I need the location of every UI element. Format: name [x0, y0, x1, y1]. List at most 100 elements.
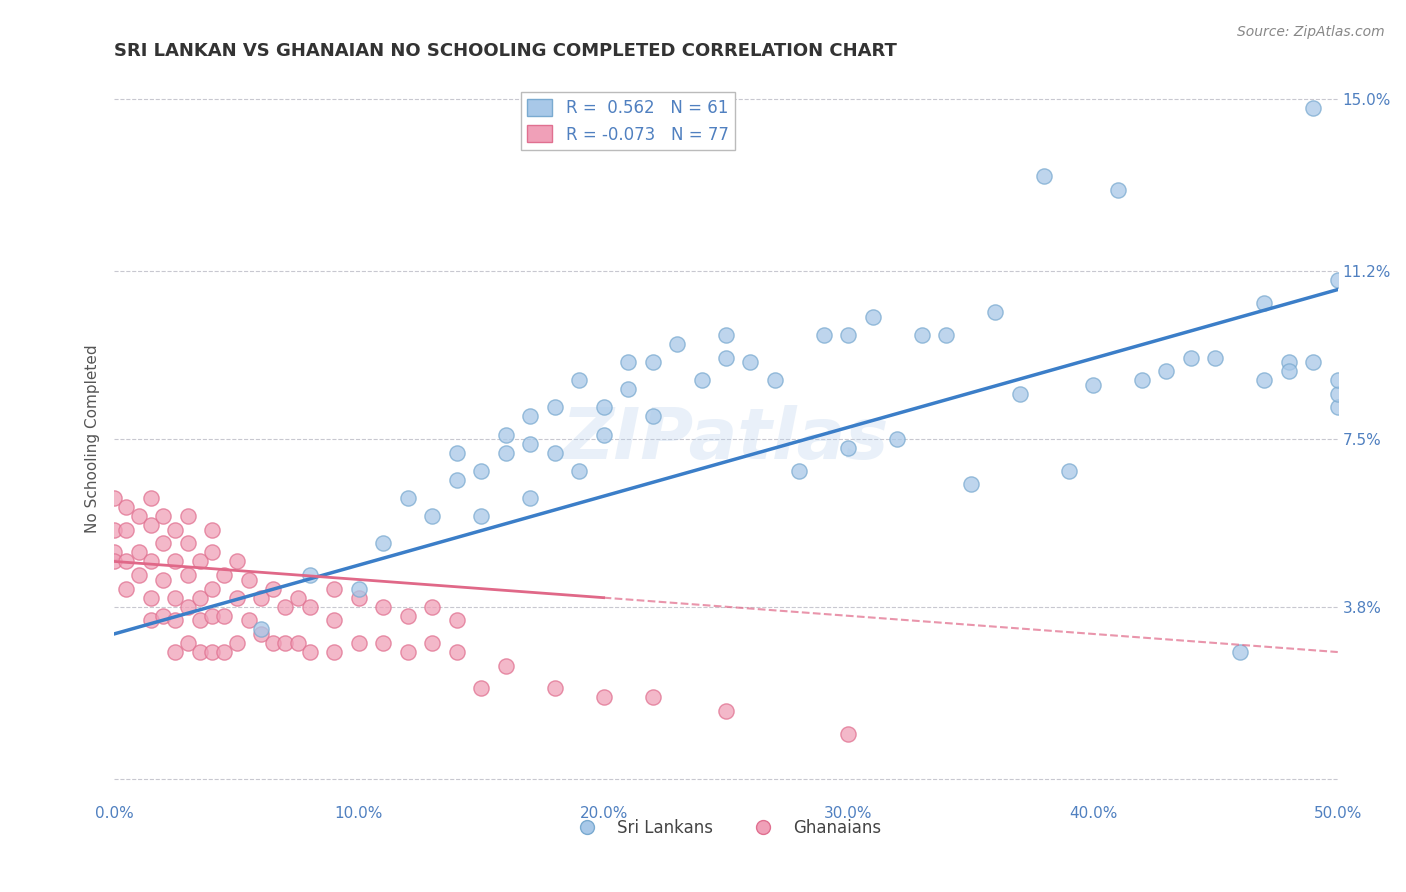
Point: [1008, 386, 1031, 401]
Point: [287, 591, 309, 605]
Point: [274, 636, 297, 650]
Point: [201, 608, 224, 623]
Point: [544, 401, 567, 415]
Point: [984, 305, 1007, 319]
Point: [837, 726, 859, 740]
Point: [1253, 373, 1275, 387]
Point: [617, 382, 640, 396]
Point: [1326, 273, 1348, 287]
Point: [347, 582, 370, 596]
Point: [201, 645, 224, 659]
Point: [152, 536, 174, 550]
Point: [568, 464, 591, 478]
Point: [592, 401, 614, 415]
Point: [396, 608, 419, 623]
Point: [225, 591, 247, 605]
Point: [323, 613, 346, 627]
Point: [862, 310, 884, 324]
Point: [373, 599, 395, 614]
Point: [214, 608, 236, 623]
Point: [214, 568, 236, 582]
Point: [188, 613, 211, 627]
Point: [420, 636, 443, 650]
Point: [165, 591, 187, 605]
Point: [152, 573, 174, 587]
Point: [446, 473, 468, 487]
Point: [1033, 169, 1056, 184]
Point: [250, 627, 273, 641]
Point: [1081, 377, 1104, 392]
Point: [714, 327, 737, 342]
Point: [139, 554, 162, 568]
Point: [396, 645, 419, 659]
Point: [225, 554, 247, 568]
Point: [519, 409, 541, 424]
Point: [666, 337, 689, 351]
Point: [201, 523, 224, 537]
Point: [470, 464, 492, 478]
Point: [763, 373, 786, 387]
Point: [176, 509, 198, 524]
Point: [837, 441, 859, 455]
Point: [287, 636, 309, 650]
Text: ZIPatlas: ZIPatlas: [562, 405, 890, 474]
Point: [935, 327, 957, 342]
Point: [1107, 183, 1129, 197]
Point: [373, 636, 395, 650]
Point: [128, 545, 150, 559]
Point: [298, 645, 321, 659]
Point: [446, 613, 468, 627]
Point: [641, 690, 664, 705]
Text: Source: ZipAtlas.com: Source: ZipAtlas.com: [1237, 25, 1385, 39]
Point: [1204, 351, 1226, 365]
Point: [165, 523, 187, 537]
Text: SRI LANKAN VS GHANAIAN NO SCHOOLING COMPLETED CORRELATION CHART: SRI LANKAN VS GHANAIAN NO SCHOOLING COMP…: [114, 42, 897, 60]
Point: [188, 645, 211, 659]
Point: [176, 536, 198, 550]
Point: [641, 355, 664, 369]
Point: [396, 491, 419, 505]
Point: [103, 491, 125, 505]
Point: [103, 523, 125, 537]
Point: [617, 355, 640, 369]
Point: [115, 500, 138, 514]
Point: [201, 582, 224, 596]
Point: [886, 432, 908, 446]
Point: [446, 445, 468, 459]
Point: [139, 613, 162, 627]
Point: [789, 464, 811, 478]
Point: [298, 599, 321, 614]
Point: [1326, 386, 1348, 401]
Point: [1302, 355, 1324, 369]
Point: [262, 582, 284, 596]
Point: [214, 645, 236, 659]
Point: [690, 373, 713, 387]
Point: [495, 445, 517, 459]
Point: [1326, 401, 1348, 415]
Point: [1180, 351, 1202, 365]
Point: [714, 704, 737, 718]
Point: [911, 327, 934, 342]
Point: [250, 623, 273, 637]
Point: [959, 477, 981, 491]
Point: [519, 436, 541, 450]
Point: [323, 645, 346, 659]
Point: [446, 645, 468, 659]
Point: [103, 554, 125, 568]
Point: [165, 645, 187, 659]
Point: [323, 582, 346, 596]
Point: [1057, 464, 1080, 478]
Point: [188, 591, 211, 605]
Point: [238, 613, 260, 627]
Point: [470, 509, 492, 524]
Point: [128, 509, 150, 524]
Point: [1156, 364, 1178, 378]
Point: [592, 427, 614, 442]
Point: [544, 681, 567, 696]
Point: [188, 554, 211, 568]
Point: [544, 445, 567, 459]
Legend: Sri Lankans, Ghanaians: Sri Lankans, Ghanaians: [564, 813, 889, 844]
Point: [128, 568, 150, 582]
Point: [1278, 355, 1301, 369]
Point: [495, 427, 517, 442]
